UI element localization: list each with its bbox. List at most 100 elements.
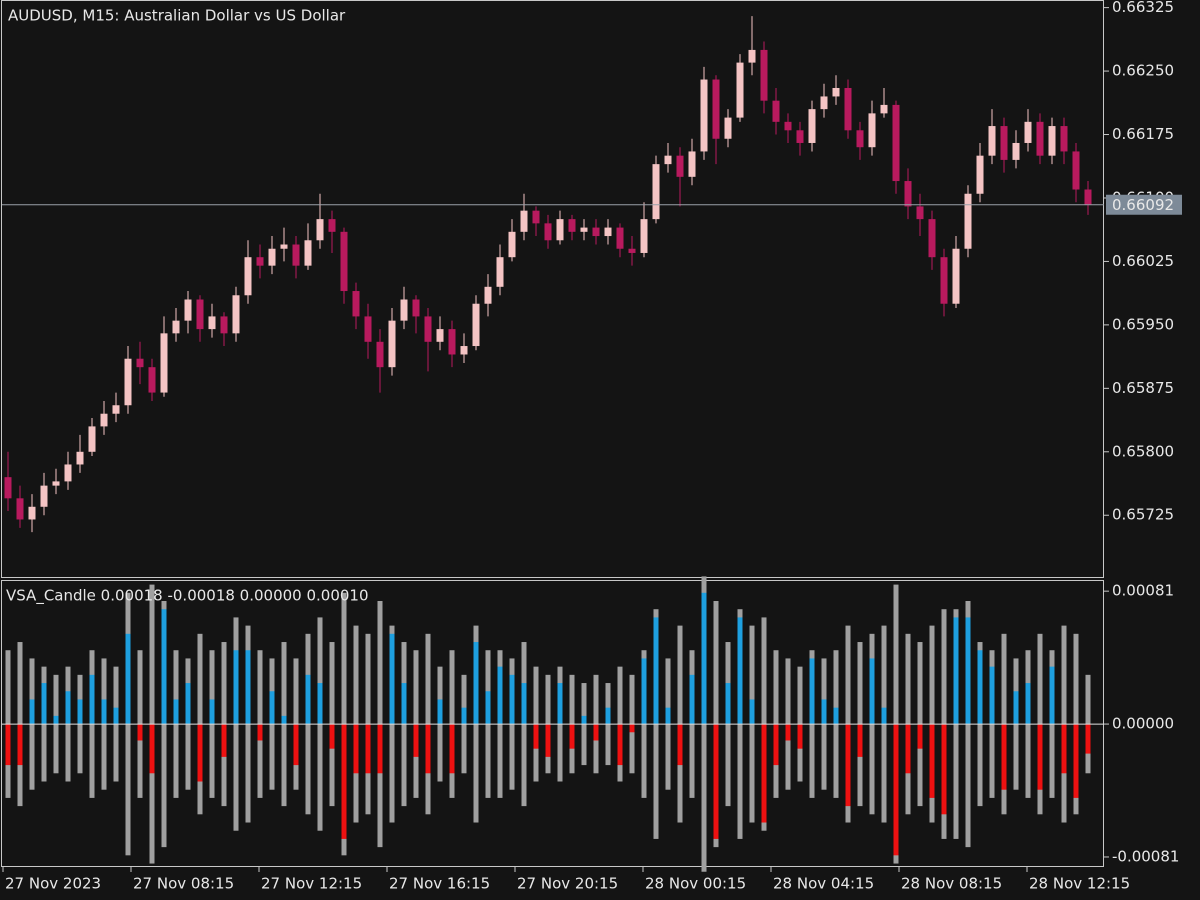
y-tick-label: 0.00000	[1112, 715, 1174, 733]
signal-bar	[869, 658, 875, 725]
x-tick-label: 27 Nov 16:15	[389, 875, 490, 893]
candle-body	[508, 231, 516, 258]
signal-bar	[185, 683, 191, 725]
signal-bar	[689, 674, 695, 725]
signal-bar	[713, 724, 719, 839]
candle-body	[904, 181, 912, 207]
candle-body	[784, 121, 792, 131]
candle-body	[520, 210, 528, 232]
signal-bar	[257, 724, 263, 741]
signal-bar	[677, 724, 683, 766]
signal-bar	[485, 691, 491, 725]
signal-bar	[281, 715, 287, 725]
candle-body	[664, 155, 672, 165]
x-tick-label: 28 Nov 00:15	[645, 875, 746, 893]
candle-body	[424, 316, 432, 342]
candle-body	[64, 464, 72, 482]
signal-bar	[881, 707, 887, 725]
signal-bar	[353, 724, 359, 774]
signal-bar	[641, 658, 647, 725]
candle-body	[124, 358, 132, 406]
signal-bar	[329, 724, 335, 749]
candle-body	[604, 227, 612, 237]
candle-body	[892, 104, 900, 182]
signal-bar	[245, 650, 251, 725]
candle-body	[1072, 151, 1080, 190]
candle-body	[928, 219, 936, 258]
x-tick-label: 27 Nov 08:15	[133, 875, 234, 893]
signal-bar	[65, 691, 71, 725]
signal-bar	[773, 724, 779, 766]
candle-body	[1048, 126, 1056, 156]
signal-bar	[77, 699, 83, 725]
y-tick-label: 0.00081	[1112, 582, 1174, 600]
signal-bar	[989, 666, 995, 725]
x-tick-label: 28 Nov 12:15	[1029, 875, 1130, 893]
candle-body	[340, 231, 348, 292]
candle-body	[808, 109, 816, 143]
signal-bar	[17, 724, 23, 766]
candle-body	[676, 155, 684, 177]
signal-bar	[653, 617, 659, 725]
candle-body	[988, 126, 996, 156]
signal-bar	[701, 592, 707, 725]
signal-bar	[857, 724, 863, 757]
signal-bar	[341, 724, 347, 839]
signal-bar	[917, 724, 923, 749]
signal-bar	[941, 724, 947, 815]
y-tick-label: 0.65800	[1112, 442, 1174, 460]
signal-bar	[809, 658, 815, 725]
signal-bar	[629, 724, 635, 733]
candle-body	[724, 117, 732, 139]
signal-bar	[509, 674, 515, 725]
candle-body	[580, 227, 588, 232]
x-tick-label: 28 Nov 04:15	[773, 875, 874, 893]
signal-bar	[29, 699, 35, 725]
candle-body	[832, 87, 840, 97]
candle-body	[232, 295, 240, 334]
candle-body	[736, 62, 744, 118]
candle-body	[460, 346, 468, 355]
signal-bar	[197, 724, 203, 782]
y-tick-label: 0.66175	[1112, 125, 1174, 143]
candle-body	[148, 367, 156, 393]
signal-bar	[593, 724, 599, 741]
candle-body	[16, 498, 24, 520]
candle-body	[880, 104, 888, 114]
signal-bar	[1001, 724, 1007, 790]
signal-bar	[473, 642, 479, 725]
candle-body	[292, 244, 300, 266]
candle-body	[592, 227, 600, 237]
signal-bar	[53, 715, 59, 725]
y-tick-label: 0.65725	[1112, 506, 1174, 524]
signal-bar	[221, 724, 227, 757]
candle-body	[352, 291, 360, 317]
signal-bar	[5, 724, 11, 766]
signal-bar	[605, 707, 611, 725]
signal-bar	[1037, 724, 1043, 790]
signal-bar	[545, 724, 551, 757]
candle-body	[172, 320, 180, 334]
candle-body	[4, 477, 12, 499]
candle-body	[112, 405, 120, 414]
signal-bar	[905, 724, 911, 774]
signal-bar	[113, 707, 119, 725]
signal-bar	[521, 683, 527, 725]
candle-body	[76, 451, 84, 465]
candle-body	[496, 257, 504, 287]
candle-body	[856, 130, 864, 148]
candle-body	[640, 219, 648, 253]
signal-bar	[1025, 683, 1031, 725]
signal-bar	[449, 724, 455, 774]
candle-body	[628, 248, 636, 253]
candle-body	[796, 130, 804, 143]
signal-bar	[737, 617, 743, 725]
candle-body	[544, 223, 552, 241]
candle-body	[532, 210, 540, 224]
candle-body	[1000, 126, 1008, 160]
signal-bar	[1085, 724, 1091, 754]
signal-bar	[761, 724, 767, 823]
